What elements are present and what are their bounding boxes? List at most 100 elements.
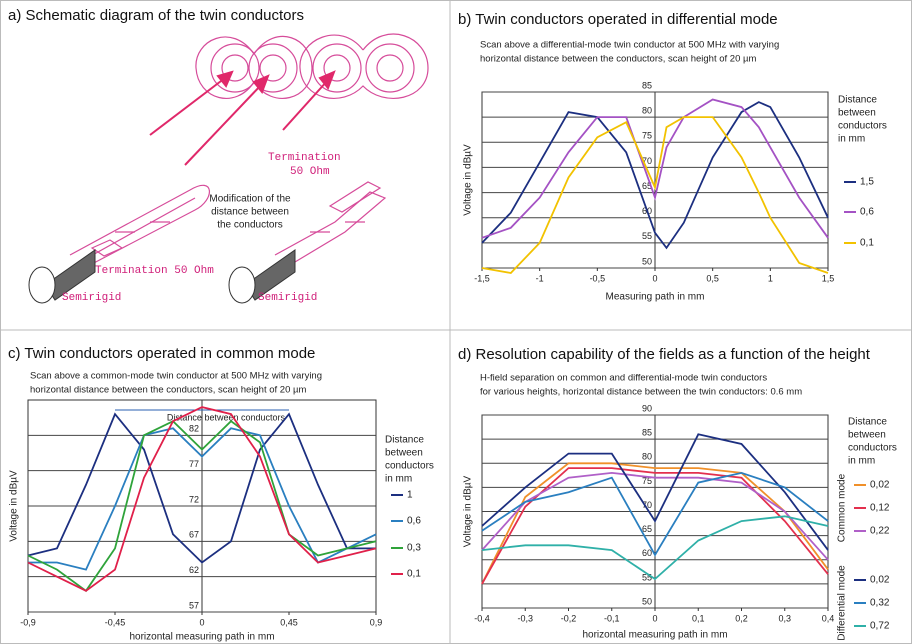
legend-label: 0,02 [870,480,890,491]
label: 50 Ohm [290,166,330,178]
y-tick-label: 82 [189,424,199,434]
y-tick-label: 85 [642,428,652,438]
legend-label: 1 [407,490,413,501]
legend-label: 0,32 [870,598,890,609]
series-line [481,98,829,239]
x-tick-label: 0,4 [822,613,835,623]
x-tick-label: 0,3 [778,613,791,623]
chart-title: d) Resolution capability of the fields a… [458,346,871,363]
label: Semirigid [62,292,121,304]
series-line [481,515,829,581]
conductor-pair [195,33,429,99]
label: Termination 50 Ohm [95,265,214,277]
subtitle: H-field separation on common and differe… [480,373,767,384]
subtitle: horizontal distance between the conducto… [30,385,306,396]
conductor-loop [69,181,387,266]
legend-label: 0,02 [870,575,890,586]
legend-group: Differential mode [837,565,848,641]
legend-title: conductors [385,461,434,472]
subtitle: for various heights, horizontal distance… [480,387,802,398]
legend-title: Distance [385,435,424,446]
y-tick-label: 80 [642,106,652,116]
x-axis-label: horizontal measuring path in mm [582,630,727,641]
subtitle: Scan above a common-mode twin conductor … [30,371,322,382]
y-axis-label: Voltage in dBµV [463,144,474,216]
legend-title: between [838,108,876,119]
field-arrows [149,70,336,166]
label: Semirigid [258,292,317,304]
x-axis-label: horizontal measuring path in mm [129,632,274,643]
legend-title: Distance [838,95,877,106]
legend-label: 0,1 [860,238,874,249]
y-tick-label: 90 [642,403,652,413]
label: Modification of the [209,194,291,205]
series-line [481,101,829,250]
y-tick-label: 75 [642,131,652,141]
label: distance between [211,207,289,218]
diagram: a) Schematic diagram of the twin conduct… [8,7,429,304]
subtitle: horizontal distance between the conducto… [480,54,756,65]
x-axis-label: Measuring path in mm [606,292,705,303]
legend-label: 0,6 [860,207,874,218]
x-tick-label: -0,1 [604,613,620,623]
legend-title: in mm [385,474,412,485]
legend-label: 0,1 [407,569,421,580]
legend-group: Common mode [837,473,848,542]
legend-title: Distance [848,417,887,428]
legend-label: 0,12 [870,503,890,514]
x-tick-label: -1 [536,273,544,283]
series-line [481,116,829,274]
legend-label: 0,3 [407,543,421,554]
y-tick-label: 72 [189,494,199,504]
annotation: Distance between conductors [167,412,286,422]
series-line [481,471,829,557]
y-tick-label: 77 [189,459,199,469]
legend-title: in mm [848,456,875,467]
legend-title: conductors [848,443,897,454]
legend-label: 0,72 [870,621,890,632]
x-tick-label: 0 [652,273,657,283]
chart-title: b) Twin conductors operated in different… [458,11,778,28]
series-line [27,406,377,592]
x-tick-label: 0,9 [370,617,383,627]
y-tick-label: 65 [642,181,652,191]
series-line [481,462,829,585]
y-axis-label: Voltage in dBµV [463,475,474,547]
x-tick-label: 0 [199,617,204,627]
y-tick-label: 75 [642,476,652,486]
y-tick-label: 50 [642,256,652,266]
y-tick-label: 57 [189,600,199,610]
label: the conductors [217,220,283,231]
series-line [481,471,829,561]
y-tick-label: 65 [642,524,652,534]
y-tick-label: 70 [642,500,652,510]
x-tick-label: 1 [768,273,773,283]
subtitle: Scan above a differential-mode twin cond… [480,40,779,51]
x-tick-label: 0 [652,613,657,623]
label: Termination [268,152,341,164]
series-line [27,412,376,564]
y-tick-label: 55 [642,231,652,241]
legend-label: 0,22 [870,526,890,537]
legend-label: 1,5 [860,177,874,188]
legend-title: between [848,430,886,441]
legend-label: 0,6 [407,516,421,527]
legend-title: between [385,448,423,459]
x-tick-label: 1,5 [822,273,835,283]
y-tick-label: 55 [642,572,652,582]
y-tick-label: 67 [189,530,199,540]
y-tick-label: 60 [642,548,652,558]
x-tick-label: 0,1 [692,613,705,623]
x-tick-label: -0,2 [561,613,577,623]
x-tick-label: -1,5 [474,273,490,283]
chart-title: c) Twin conductors operated in common mo… [8,345,315,362]
x-tick-label: -0,5 [590,273,606,283]
legend-title: in mm [838,134,865,145]
y-axis-label: Voltage in dBµV [9,470,20,542]
diagram-title: a) Schematic diagram of the twin conduct… [8,7,304,24]
y-tick-label: 62 [189,565,199,575]
x-tick-label: -0,4 [474,613,490,623]
y-tick-label: 85 [642,80,652,90]
